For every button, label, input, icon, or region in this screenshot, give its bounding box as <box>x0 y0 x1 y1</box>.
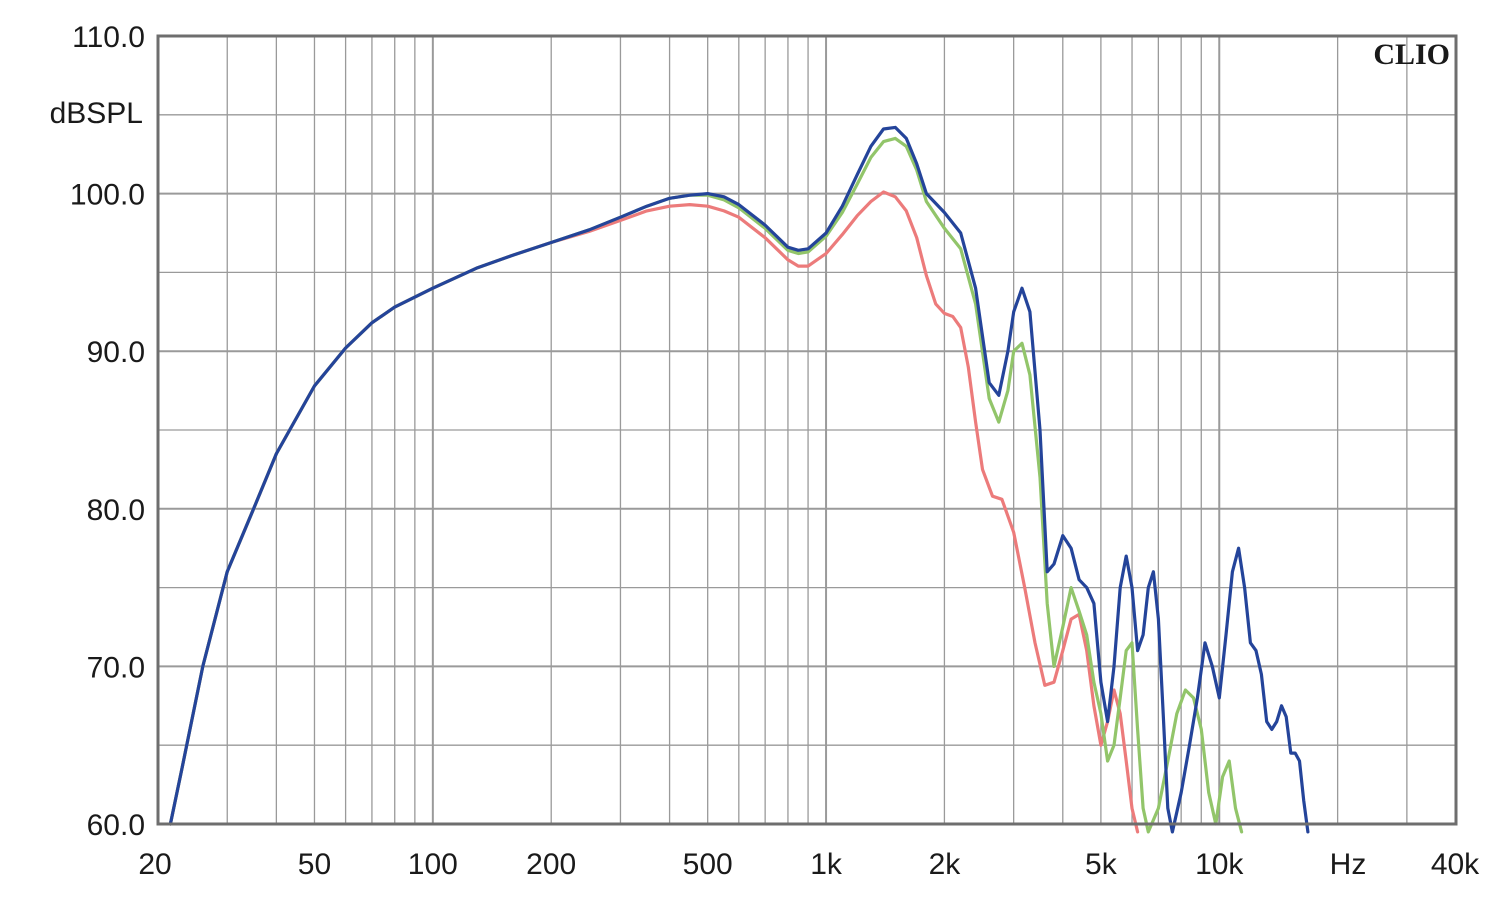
series-line-3 <box>168 125 1310 834</box>
x-tick-labels: 20 50 100 200 500 1k 2k 5k 10k 40k <box>138 848 1480 881</box>
plot-frame <box>156 34 1458 826</box>
major-grid <box>158 36 1456 824</box>
x-tick-label: 200 <box>526 848 576 881</box>
y-tick-label: 70.0 <box>87 651 145 684</box>
x-tick-label: 40k <box>1431 848 1480 881</box>
y-tick-label: 90.0 <box>87 336 145 369</box>
x-tick-label: 10k <box>1195 848 1244 881</box>
y-tick-label: 60.0 <box>87 809 145 842</box>
minor-grid <box>158 36 1456 824</box>
x-tick-label: 500 <box>683 848 733 881</box>
x-tick-label: 2k <box>929 848 962 881</box>
y-tick-label: 80.0 <box>87 494 145 527</box>
x-tick-label: 50 <box>298 848 331 881</box>
y-tick-labels: 110.0 100.0 90.0 80.0 70.0 60.0 <box>70 21 145 842</box>
x-tick-label: 100 <box>408 848 458 881</box>
x-tick-label: 20 <box>138 848 171 881</box>
series-layer <box>168 125 1310 834</box>
y-tick-label: 100.0 <box>70 179 145 212</box>
x-tick-label: 5k <box>1085 848 1118 881</box>
y-tick-label: 110.0 <box>72 21 145 54</box>
clio-brand-label: CLIO <box>1373 38 1450 71</box>
x-tick-label: 1k <box>810 848 843 881</box>
y-axis-label: dBSPL <box>50 97 143 130</box>
x-axis-label: Hz <box>1330 848 1367 881</box>
